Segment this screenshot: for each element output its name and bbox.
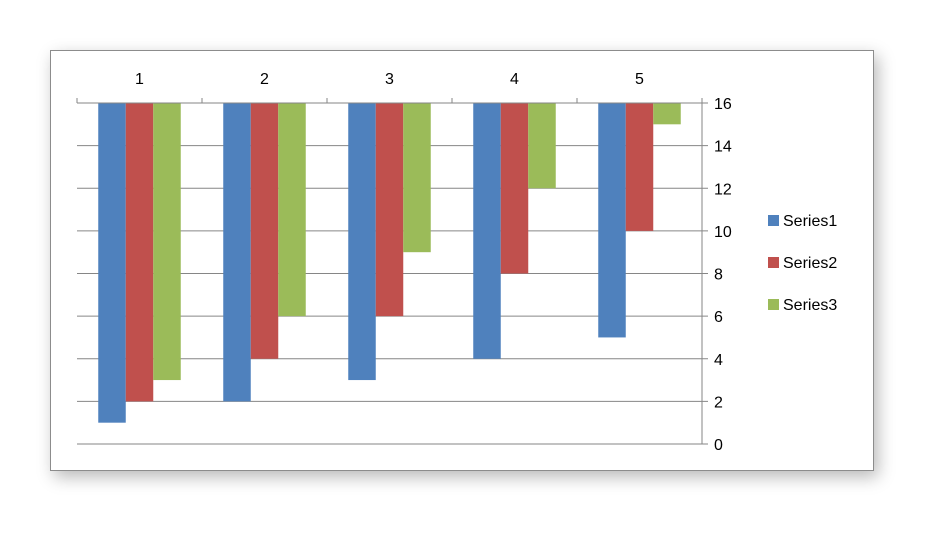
bar-series1-cat-2 <box>223 103 251 402</box>
bar-series3-cat-5 <box>653 103 681 125</box>
y-tick-label: 4 <box>714 352 723 369</box>
y-tick-label: 6 <box>714 309 723 326</box>
legend-label-series3: Series3 <box>783 297 837 314</box>
bar-series1-cat-4 <box>473 103 501 359</box>
legend-swatch-series1 <box>768 215 779 226</box>
chart-frame <box>50 50 874 471</box>
x-tick-label: 5 <box>635 71 644 88</box>
bar-series3-cat-1 <box>153 103 181 381</box>
x-tick-label: 2 <box>260 71 269 88</box>
legend-swatch-series3 <box>768 299 779 310</box>
bar-series2-cat-2 <box>250 103 279 359</box>
y-tick-label: 10 <box>714 224 732 241</box>
bar-series2-cat-3 <box>375 103 404 317</box>
bar-series1-cat-3 <box>348 103 376 381</box>
y-tick-label: 0 <box>714 437 723 454</box>
bar-series3-cat-2 <box>278 103 306 317</box>
x-tick-label: 1 <box>135 71 144 88</box>
bars <box>98 103 681 423</box>
bar-series1-cat-5 <box>598 103 626 338</box>
bar-series2-cat-5 <box>625 103 654 231</box>
y-tick-label: 16 <box>714 96 732 113</box>
x-tick-label: 4 <box>510 71 519 88</box>
x-tick-label: 3 <box>385 71 394 88</box>
y-tick-label: 8 <box>714 267 723 284</box>
y-tick-label: 12 <box>714 181 732 198</box>
y-tick-label: 14 <box>714 139 732 156</box>
y-tick-label: 2 <box>714 394 723 411</box>
bar-series1-cat-1 <box>98 103 126 423</box>
legend-swatch-series2 <box>768 257 779 268</box>
bar-series2-cat-4 <box>500 103 529 274</box>
bar-series2-cat-1 <box>125 103 154 402</box>
legend-label-series2: Series2 <box>783 255 837 272</box>
bar-series3-cat-3 <box>403 103 431 253</box>
legend-label-series1: Series1 <box>783 213 837 230</box>
bar-series3-cat-4 <box>528 103 556 189</box>
legend: Series1 Series2 Series3 <box>768 213 837 314</box>
